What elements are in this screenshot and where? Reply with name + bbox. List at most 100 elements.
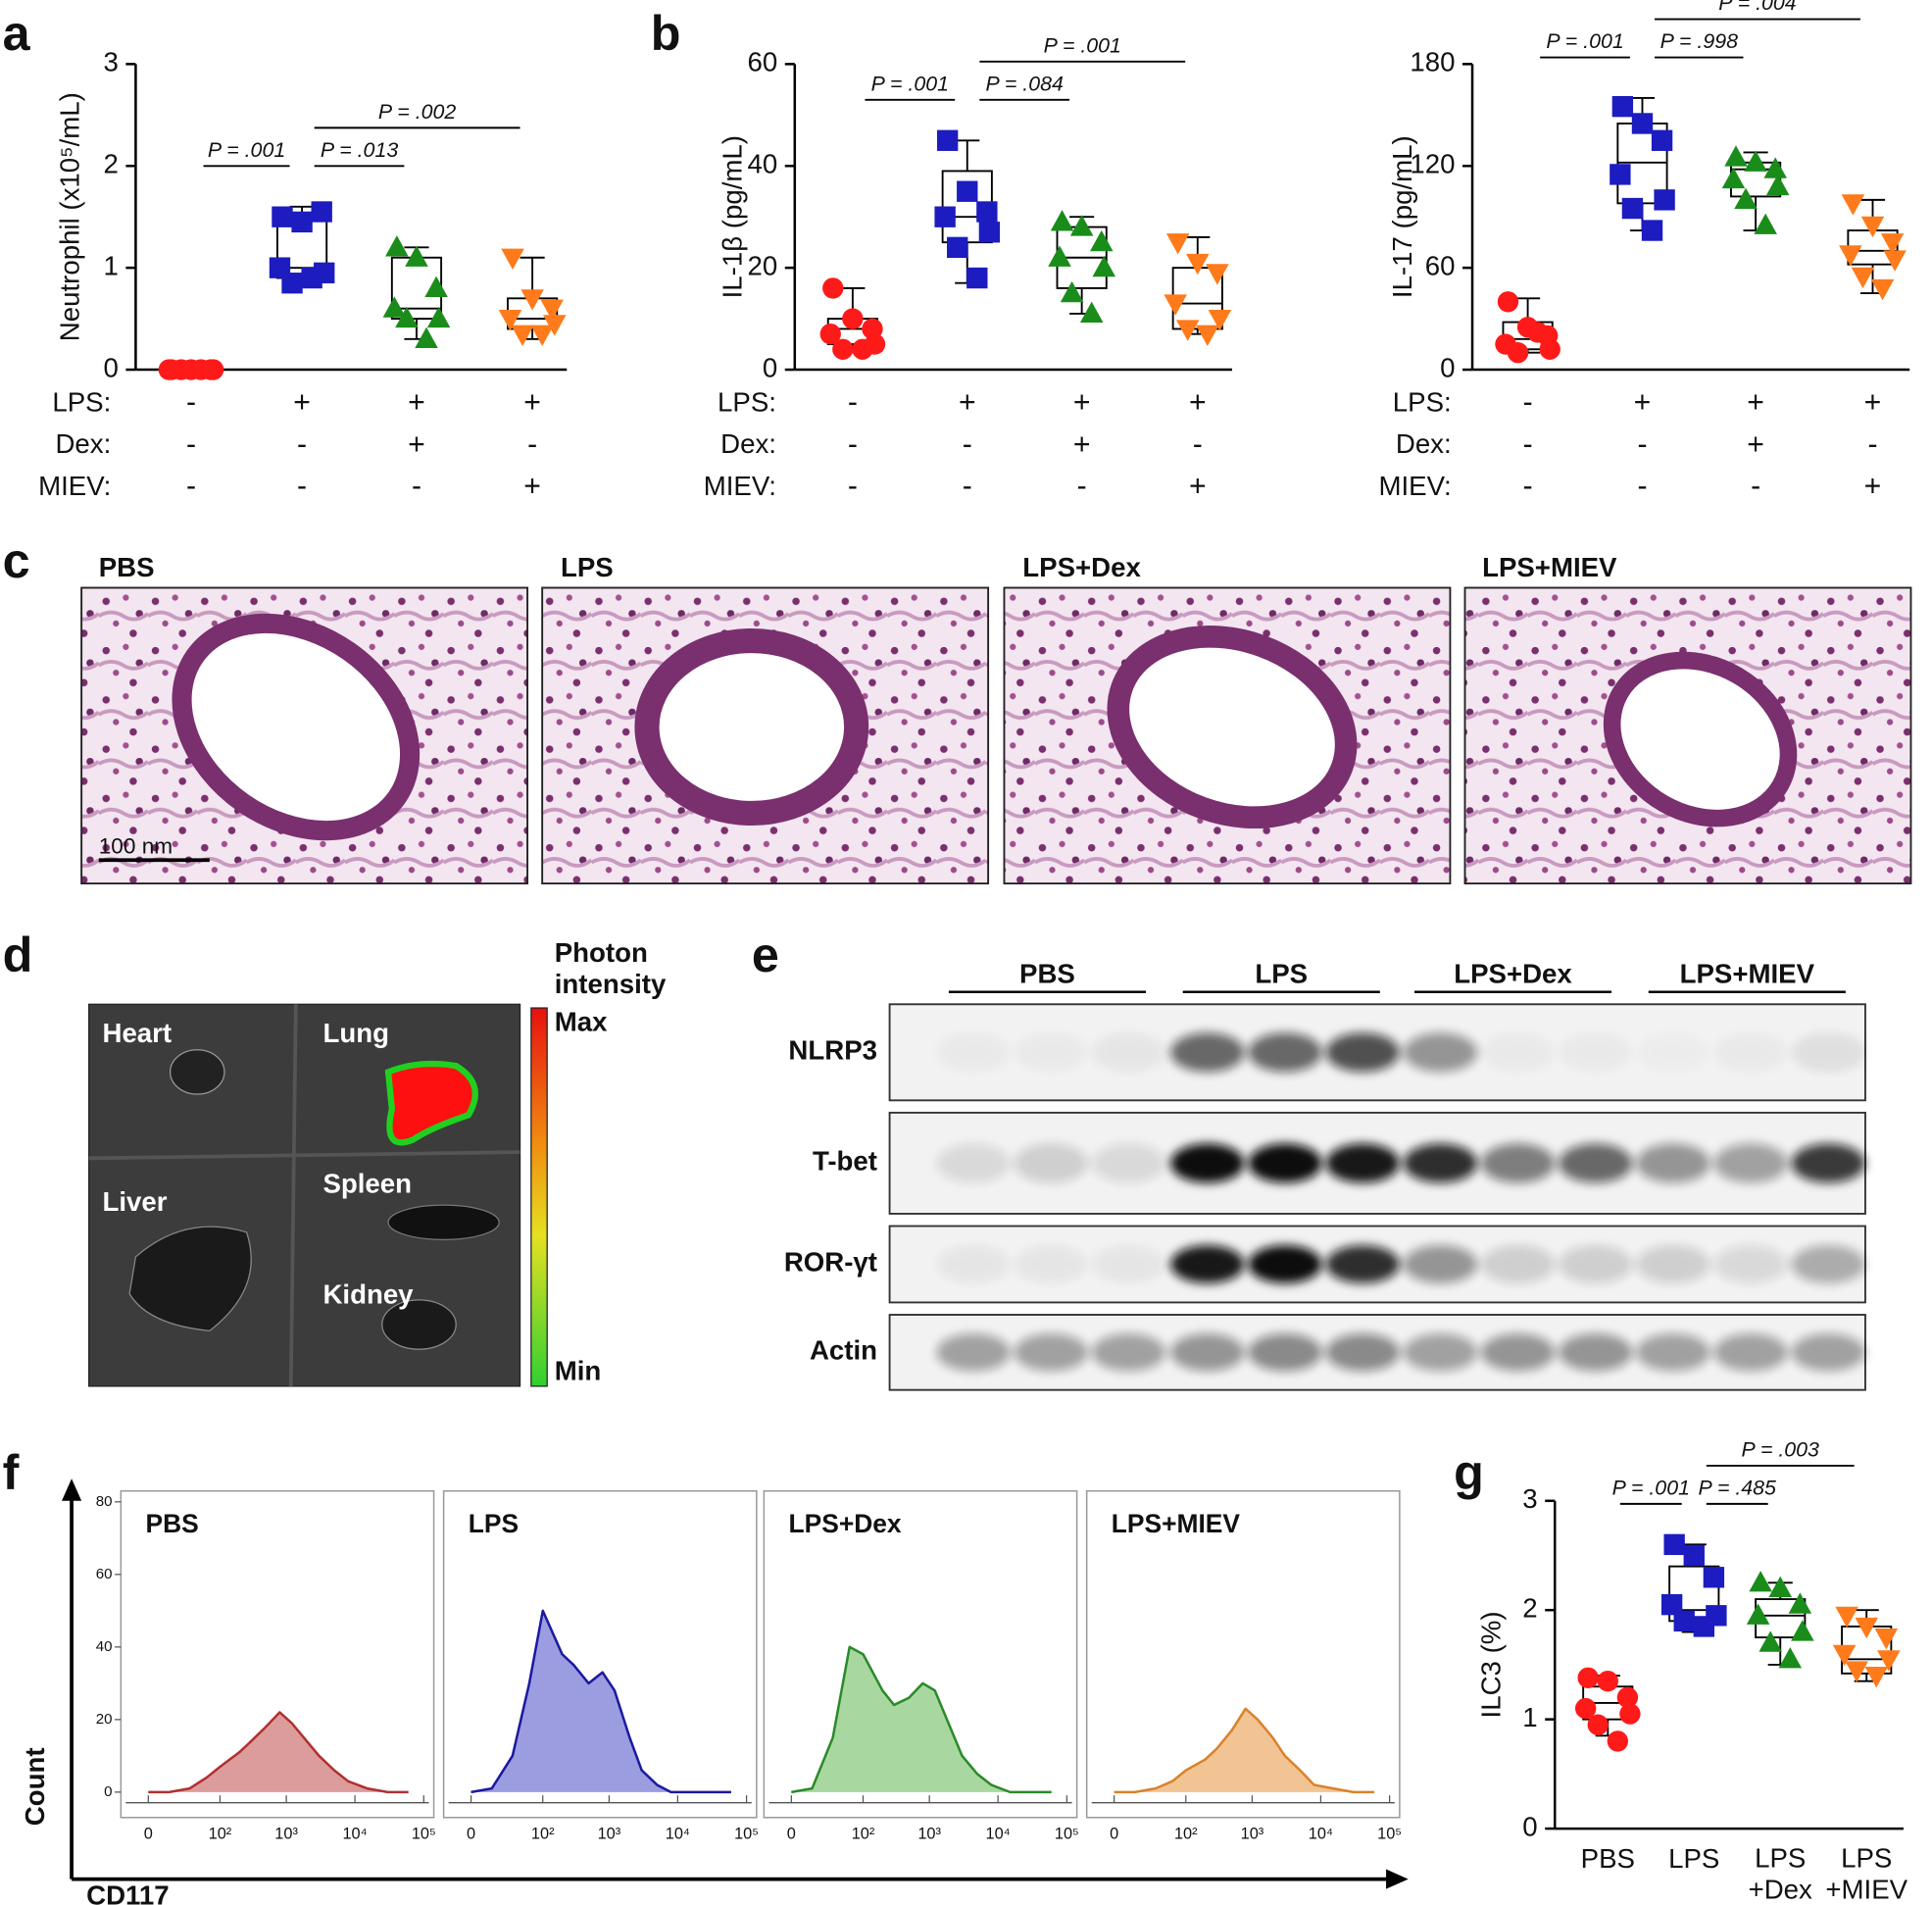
data-point xyxy=(385,235,409,257)
p-value: P = .002 xyxy=(378,100,456,124)
y-tick-label: 60 xyxy=(1425,250,1456,280)
panel-letter: f xyxy=(3,1444,20,1500)
band xyxy=(1091,1244,1166,1283)
histogram-area xyxy=(791,1645,1052,1794)
x-tick-label: LPS +Dex xyxy=(1749,1843,1812,1905)
band xyxy=(1559,1244,1633,1283)
panel-title: PBS xyxy=(145,1509,198,1538)
condition-sign: - xyxy=(848,386,858,419)
band xyxy=(1325,1032,1400,1073)
band xyxy=(1636,1333,1710,1372)
condition-sign: + xyxy=(523,471,541,503)
data-point xyxy=(1641,220,1663,241)
band xyxy=(1791,1244,1865,1283)
data-point xyxy=(1611,95,1634,118)
p-value: P = .001 xyxy=(1044,33,1121,57)
charts: 0 1 2 3 Neutrophil (x10⁵/mL) LPS: - + + + Dex: - - + -… xyxy=(38,0,1910,1905)
condition-sign: - xyxy=(186,471,196,503)
x-tick-label: 10³ xyxy=(917,1826,941,1843)
condition-sign: - xyxy=(963,428,972,461)
histogram-area xyxy=(148,1711,409,1794)
x-tick-label: 10² xyxy=(852,1826,875,1843)
data-point xyxy=(1607,1730,1629,1752)
data-point xyxy=(1069,215,1094,236)
condition-sign: - xyxy=(527,428,537,461)
data-point xyxy=(1651,129,1673,151)
band xyxy=(1480,1143,1556,1183)
band xyxy=(1713,1032,1787,1072)
data-point xyxy=(947,236,968,259)
data-point xyxy=(934,206,956,227)
data-point xyxy=(1619,1703,1641,1725)
x-tick-label: LPS xyxy=(1668,1843,1719,1874)
x-tick-label: 10² xyxy=(531,1826,555,1843)
condition-sign: + xyxy=(959,386,976,419)
data-point xyxy=(511,325,534,346)
data-point xyxy=(1577,1667,1599,1688)
band xyxy=(1636,1244,1710,1283)
band xyxy=(936,1333,1011,1372)
histology-title: LPS+Dex xyxy=(1022,552,1141,582)
band xyxy=(1791,1143,1865,1183)
y-tick-label: 0 xyxy=(1440,352,1455,382)
data-point xyxy=(291,211,313,233)
condition-label: LPS: xyxy=(52,387,111,418)
x-tick-label: 10⁵ xyxy=(734,1826,759,1843)
band xyxy=(936,1143,1011,1183)
grid-seam xyxy=(88,1150,520,1161)
p-value: P = .084 xyxy=(986,72,1064,95)
band xyxy=(936,1244,1011,1283)
data-point xyxy=(1860,216,1885,238)
p-value: P = .013 xyxy=(321,138,398,162)
data-point xyxy=(832,338,854,360)
data-point xyxy=(819,323,841,345)
x-tick-label: 10³ xyxy=(274,1826,298,1843)
organ-label: Liver xyxy=(102,1186,167,1217)
p-value: P = .003 xyxy=(1742,1437,1819,1461)
histogram-area xyxy=(471,1609,731,1794)
panel-letter: c xyxy=(3,532,30,588)
data-point xyxy=(1832,1644,1857,1667)
band xyxy=(1480,1244,1556,1283)
data-point xyxy=(1574,1697,1597,1720)
band xyxy=(1325,1333,1400,1372)
lung-signal xyxy=(384,1060,478,1146)
colorbar-max: Max xyxy=(555,1007,608,1037)
condition-label: Dex: xyxy=(720,428,776,459)
y-tick-label: 60 xyxy=(747,47,777,77)
data-point xyxy=(1754,213,1777,234)
group-label: LPS+MIEV xyxy=(1680,959,1815,989)
data-point xyxy=(405,245,428,267)
x-tick-label: PBS xyxy=(1581,1843,1635,1874)
data-point xyxy=(424,276,448,298)
condition-sign: + xyxy=(523,386,541,419)
condition-sign: - xyxy=(1751,471,1760,503)
condition-sign: - xyxy=(1867,428,1877,461)
data-point xyxy=(1196,325,1219,346)
data-point xyxy=(1855,1617,1878,1639)
data-point xyxy=(1721,167,1746,189)
y-axis-label: IL-17 (pg/mL) xyxy=(1387,135,1417,298)
data-point xyxy=(1597,1670,1618,1692)
condition-sign: - xyxy=(1637,471,1647,503)
band xyxy=(1403,1333,1478,1372)
colorbar-min: Min xyxy=(555,1355,602,1385)
band xyxy=(1170,1143,1245,1183)
data-point xyxy=(311,201,332,223)
band xyxy=(1170,1032,1245,1073)
data-point xyxy=(1768,1576,1792,1598)
data-point xyxy=(382,296,407,318)
row-label: Actin xyxy=(810,1335,877,1366)
condition-sign: - xyxy=(1523,386,1533,419)
y-tick-label: 2 xyxy=(103,149,118,179)
scale-bar-label: 100 nm xyxy=(99,834,173,859)
western-blot: PBS LPS LPS+Dex LPS+MIEV NLRP3 T-bet ROR-γt Act… xyxy=(784,959,1866,1391)
panel-letter: g xyxy=(1454,1444,1484,1500)
y-tick-label: 0 xyxy=(1522,1811,1537,1841)
data-point xyxy=(426,306,451,328)
y-axis-label: ILC3 (%) xyxy=(1476,1611,1507,1718)
data-point xyxy=(1841,194,1865,216)
x-tick-label: 10² xyxy=(209,1826,232,1843)
